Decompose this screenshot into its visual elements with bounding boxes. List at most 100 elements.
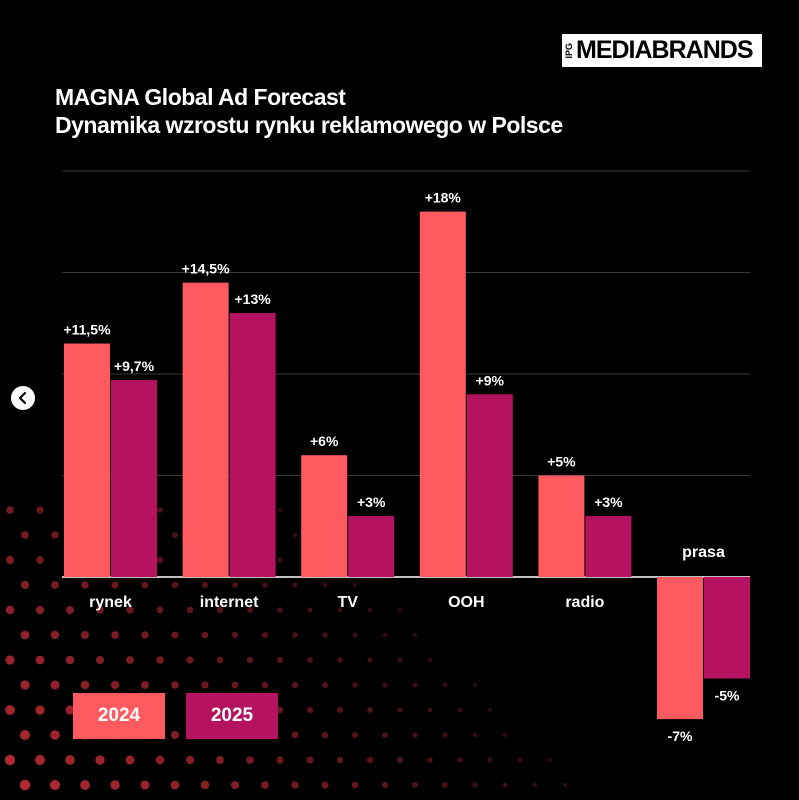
decor-dot [201, 681, 209, 689]
decor-dot [6, 506, 14, 514]
category-label-radio: radio [565, 594, 604, 611]
decor-dot [216, 656, 224, 664]
decor-dot [36, 506, 44, 514]
decor-dot [307, 657, 313, 663]
decor-dot [171, 631, 179, 639]
decor-dot [126, 606, 134, 614]
bar-prasa-2025 [704, 577, 750, 679]
data-label-OOH-2025: +9% [476, 372, 505, 388]
decor-dot [96, 606, 104, 614]
bar-OOH-2024 [419, 211, 466, 577]
decor-dot [457, 757, 463, 763]
bar-radio-2025 [585, 516, 632, 577]
bar-OOH-2025 [466, 394, 513, 577]
data-label-TV-2025: +3% [357, 494, 386, 510]
chevron-left-icon [18, 391, 27, 405]
decor-dot [51, 581, 59, 589]
decor-dot [141, 631, 149, 639]
previous-slide-button[interactable] [9, 384, 37, 412]
decor-dot [292, 582, 298, 588]
decor-dot [382, 682, 388, 688]
decor-dot [367, 657, 373, 663]
category-label-prasa: prasa [682, 544, 725, 561]
decor-dot [336, 756, 344, 764]
decor-dot [261, 681, 269, 689]
decor-dot [412, 732, 418, 738]
data-label-rynek-2025: +9,7% [114, 358, 155, 374]
decor-dot [156, 606, 164, 614]
decor-dot [442, 682, 448, 688]
decor-dot [277, 507, 283, 513]
legend-item-2025: 2025 [186, 693, 278, 739]
decor-dot [276, 756, 284, 764]
decor-dot [442, 732, 448, 738]
decor-dot [36, 556, 44, 564]
decor-dot [276, 706, 284, 714]
data-label-prasa-2025: -5% [715, 688, 740, 704]
decor-dot [21, 531, 29, 539]
logo-name: MEDIABRANDS [576, 36, 753, 64]
decor-dot [246, 656, 254, 664]
decor-dot [382, 732, 388, 738]
decor-dot [352, 682, 358, 688]
decor-dot [230, 780, 240, 790]
decor-dot [171, 581, 179, 589]
decor-dot [397, 757, 403, 763]
category-label-rynek: rynek [89, 594, 132, 611]
mediabrands-logo: IPG MEDIABRANDS [562, 34, 762, 67]
decor-dot [65, 705, 75, 715]
decor-dot [5, 655, 15, 665]
decor-dot [4, 754, 16, 766]
decor-dot [246, 756, 254, 764]
decor-dot [472, 732, 478, 738]
decor-dot [442, 782, 448, 788]
decor-dot [352, 582, 358, 588]
decor-dot [5, 705, 15, 715]
decor-dot [231, 631, 239, 639]
bar-radio-2024 [538, 475, 585, 577]
decor-dot [382, 632, 388, 638]
decor-dot [186, 606, 194, 614]
decor-dot [412, 632, 418, 638]
decor-dot [111, 631, 119, 639]
decor-dot [155, 755, 165, 765]
decor-dot [201, 581, 209, 589]
decor-dot [110, 680, 120, 690]
gridlines [62, 170, 750, 578]
decor-dot [427, 657, 433, 663]
decor-dot [35, 605, 45, 615]
decor-dot [110, 780, 120, 790]
decor-dot [20, 730, 30, 740]
decor-dot [457, 707, 463, 713]
data-label-prasa-2024: -7% [668, 728, 693, 744]
decor-dot [262, 582, 268, 588]
decor-dot [367, 707, 373, 713]
decor-dot [412, 682, 418, 688]
decor-dot [306, 756, 314, 764]
decor-dot [247, 607, 253, 613]
decor-dot [51, 531, 59, 539]
decor-dot [322, 582, 328, 588]
decor-dot [20, 680, 30, 690]
decor-dot [232, 582, 238, 588]
decor-dot [351, 781, 359, 789]
bar-rynek-2024 [64, 343, 110, 577]
category-label-OOH: OOH [448, 594, 484, 611]
decor-dot [126, 656, 134, 664]
data-label-radio-2025: +3% [594, 494, 623, 510]
data-label-internet-2025: +13% [234, 291, 271, 307]
decor-dot [66, 606, 74, 614]
decor-dot [381, 781, 389, 789]
decor-dot [562, 782, 568, 788]
decor-dot [50, 730, 60, 740]
data-label-OOH-2024: +18% [425, 190, 462, 206]
decor-dot [306, 706, 314, 714]
decor-dot [216, 606, 224, 614]
decor-dot [156, 656, 164, 664]
decor-dot [487, 707, 493, 713]
data-label-radio-2024: +5% [547, 454, 576, 470]
data-label-rynek-2024: +11,5% [63, 322, 111, 338]
decor-dot [487, 757, 493, 763]
